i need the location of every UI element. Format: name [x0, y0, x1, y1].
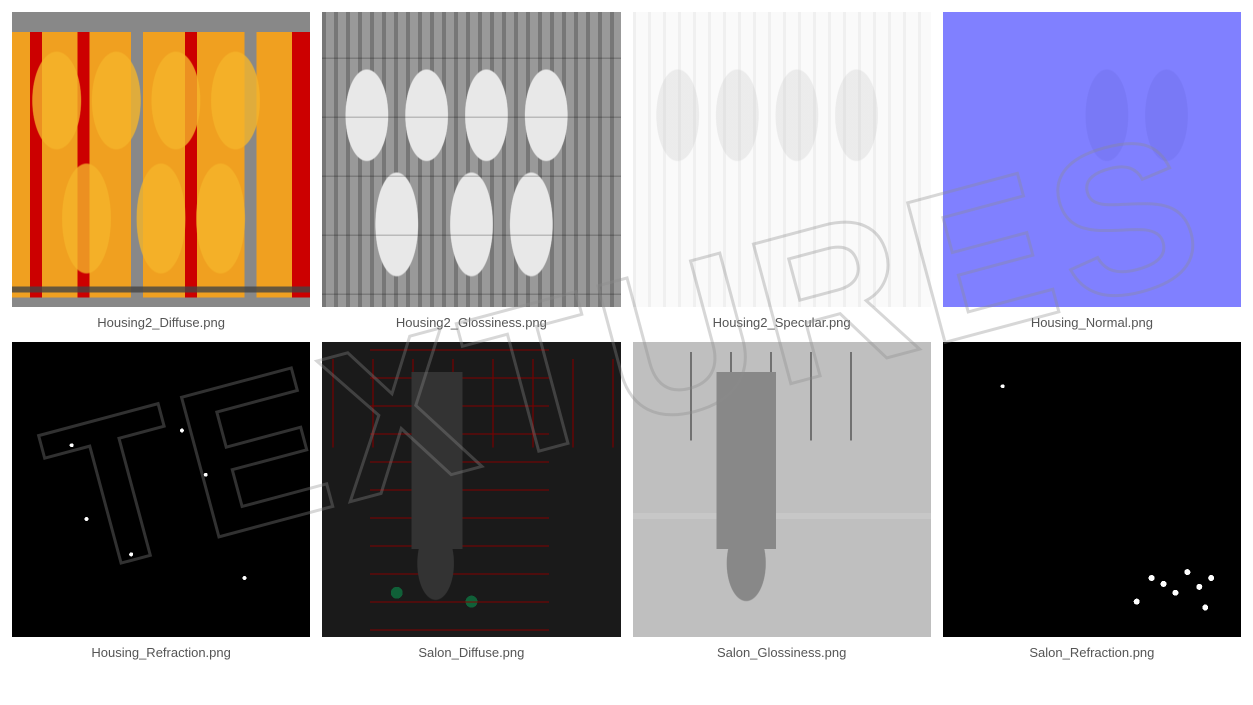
thumb-housing2-glossiness-image[interactable]	[322, 12, 620, 307]
thumb-housing-refraction-image[interactable]	[12, 342, 310, 637]
thumb-housing2-glossiness-label: Housing2_Glossiness.png	[396, 315, 547, 330]
thumb-housing-normal-label: Housing_Normal.png	[1031, 315, 1153, 330]
thumb-housing2-specular-image[interactable]	[633, 12, 931, 307]
texture-thumbnail-grid: Housing2_Diffuse.png Housing2_Glossiness.…	[0, 0, 1253, 672]
thumb-housing2-diffuse-image[interactable]	[12, 12, 310, 307]
thumb-salon-diffuse[interactable]: Salon_Diffuse.png	[322, 342, 620, 660]
thumb-salon-glossiness-image[interactable]	[633, 342, 931, 637]
thumb-housing2-glossiness[interactable]: Housing2_Glossiness.png	[322, 12, 620, 330]
thumb-housing2-specular[interactable]: Housing2_Specular.png	[633, 12, 931, 330]
thumb-housing-refraction-label: Housing_Refraction.png	[91, 645, 230, 660]
thumb-salon-diffuse-image[interactable]	[322, 342, 620, 637]
thumb-salon-refraction-image[interactable]	[943, 342, 1241, 637]
thumb-housing2-diffuse-label: Housing2_Diffuse.png	[97, 315, 225, 330]
thumb-housing-normal-image[interactable]	[943, 12, 1241, 307]
thumb-housing-refraction[interactable]: Housing_Refraction.png	[12, 342, 310, 660]
thumb-salon-refraction-label: Salon_Refraction.png	[1029, 645, 1154, 660]
thumb-housing-normal[interactable]: Housing_Normal.png	[943, 12, 1241, 330]
thumb-housing2-specular-label: Housing2_Specular.png	[713, 315, 851, 330]
thumb-salon-diffuse-label: Salon_Diffuse.png	[418, 645, 524, 660]
thumb-salon-glossiness-label: Salon_Glossiness.png	[717, 645, 846, 660]
thumb-salon-glossiness[interactable]: Salon_Glossiness.png	[633, 342, 931, 660]
thumb-housing2-diffuse[interactable]: Housing2_Diffuse.png	[12, 12, 310, 330]
thumb-salon-refraction[interactable]: Salon_Refraction.png	[943, 342, 1241, 660]
